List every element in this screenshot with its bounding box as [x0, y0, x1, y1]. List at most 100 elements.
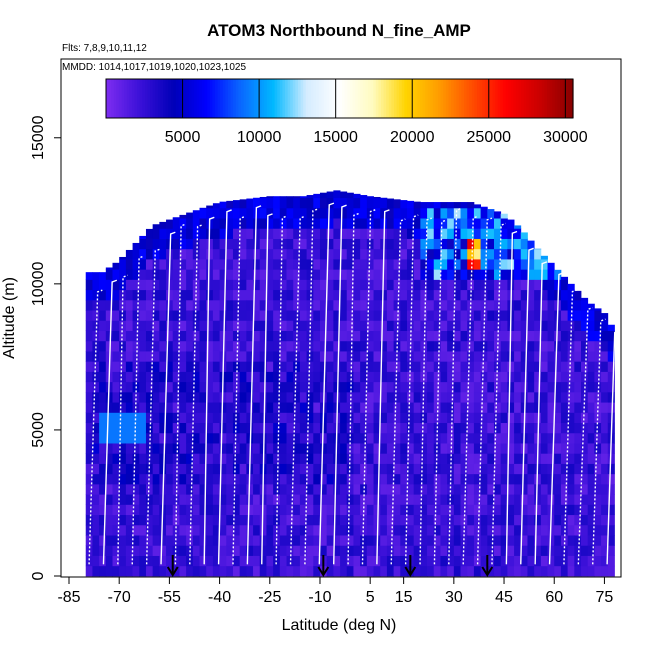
heatmap-cell — [253, 555, 261, 567]
heatmap-cell — [239, 555, 247, 567]
heatmap-cell — [560, 351, 569, 362]
colorbar-swatch — [388, 79, 392, 118]
heatmap-cell — [172, 340, 180, 352]
heatmap-cell — [460, 299, 468, 311]
heatmap-cell — [145, 269, 154, 280]
heatmap-cell — [186, 535, 194, 546]
colorbar-swatch — [422, 79, 426, 118]
heatmap-cell — [393, 248, 401, 260]
heatmap-cell — [266, 402, 274, 413]
heatmap-cell — [99, 504, 107, 516]
heatmap-cell — [125, 381, 133, 393]
heatmap-cell — [333, 514, 341, 526]
heatmap-cell — [393, 453, 401, 464]
colorbar-swatch — [129, 79, 133, 118]
heatmap-cell — [159, 453, 167, 464]
heatmap-cell — [493, 218, 502, 229]
heatmap-cell — [514, 565, 522, 577]
heatmap-cell — [232, 310, 241, 321]
heatmap-cell — [112, 565, 120, 577]
heatmap-cell — [406, 207, 415, 219]
heatmap-cell — [192, 422, 200, 434]
heatmap-cell — [279, 351, 287, 362]
flight-track — [476, 217, 493, 565]
heatmap-cell — [400, 361, 408, 372]
flight-track — [318, 202, 335, 565]
heatmap-cell — [212, 310, 220, 321]
heatmap-cell — [299, 473, 307, 485]
heatmap-cell — [179, 259, 187, 270]
heatmap-cell — [406, 200, 415, 209]
heatmap-cell — [400, 504, 408, 516]
heatmap-cell — [139, 545, 147, 556]
heatmap-cell — [212, 259, 220, 270]
heatmap-cell — [560, 453, 569, 464]
heatmap-cell — [500, 228, 508, 239]
heatmap-cell — [353, 453, 361, 464]
heatmap-cell — [554, 483, 562, 495]
colorbar-swatch — [308, 79, 312, 118]
heatmap-cell — [159, 228, 167, 239]
heatmap-cell — [560, 402, 569, 413]
heatmap-cell — [273, 238, 281, 250]
heatmap-cell — [186, 504, 194, 516]
heatmap-cell — [574, 483, 582, 495]
y-tick-label: 10000 — [30, 262, 47, 307]
heatmap-cell — [427, 504, 435, 516]
heatmap-cell — [353, 494, 361, 505]
heatmap-cell — [427, 443, 435, 454]
heatmap-cell — [293, 483, 301, 495]
heatmap-cell — [453, 320, 461, 331]
heatmap-cell — [587, 361, 595, 372]
heatmap-cell — [293, 494, 301, 505]
heatmap-cell — [319, 238, 328, 250]
heatmap-cell — [279, 514, 287, 526]
heatmap-cell — [460, 248, 468, 260]
heatmap-cell — [306, 228, 314, 239]
heatmap-cell — [487, 545, 495, 556]
heatmap-cell — [152, 463, 160, 475]
heatmap-cell — [554, 279, 562, 291]
heatmap-cell — [286, 269, 294, 280]
heatmap-cell — [514, 259, 522, 270]
heatmap-cell — [473, 494, 482, 505]
heatmap-cell — [192, 453, 200, 464]
heatmap-cell — [273, 197, 281, 209]
heatmap-cell — [192, 248, 200, 260]
heatmap-cell — [540, 473, 548, 485]
heatmap-cell — [333, 535, 341, 546]
heatmap-cell — [259, 412, 267, 424]
heatmap-cell — [326, 504, 334, 516]
heatmap-cell — [253, 381, 261, 393]
heatmap-cell — [554, 371, 562, 383]
heatmap-cell — [145, 320, 154, 331]
heatmap-cell — [279, 483, 287, 495]
heatmap-cell — [346, 351, 354, 362]
heatmap-cell — [246, 299, 254, 311]
heatmap-cell — [212, 279, 220, 291]
heatmap-cell — [239, 514, 247, 526]
heatmap-cell — [266, 196, 274, 199]
heatmap-cell — [353, 351, 361, 362]
heatmap-cell — [453, 269, 461, 280]
heatmap-cell — [313, 310, 321, 321]
heatmap-cell — [440, 545, 448, 556]
heatmap-cell — [427, 381, 435, 393]
heatmap-cell — [406, 248, 415, 260]
heatmap-cell — [393, 310, 401, 321]
heatmap-cell — [85, 361, 93, 372]
colorbar-swatch — [326, 79, 330, 118]
heatmap-cell — [226, 422, 234, 434]
heatmap-cell — [166, 310, 174, 321]
heatmap-cell — [326, 351, 334, 362]
heatmap-cell — [232, 238, 241, 250]
heatmap-cell — [587, 310, 595, 321]
heatmap-cell — [447, 248, 455, 260]
heatmap-cell — [219, 565, 227, 577]
heatmap-cell — [326, 320, 334, 331]
heatmap-cell — [293, 463, 301, 475]
heatmap-cell — [413, 565, 421, 577]
heatmap-cell — [259, 196, 267, 199]
heatmap-cell — [286, 422, 294, 434]
colorbar-swatch — [552, 79, 556, 118]
